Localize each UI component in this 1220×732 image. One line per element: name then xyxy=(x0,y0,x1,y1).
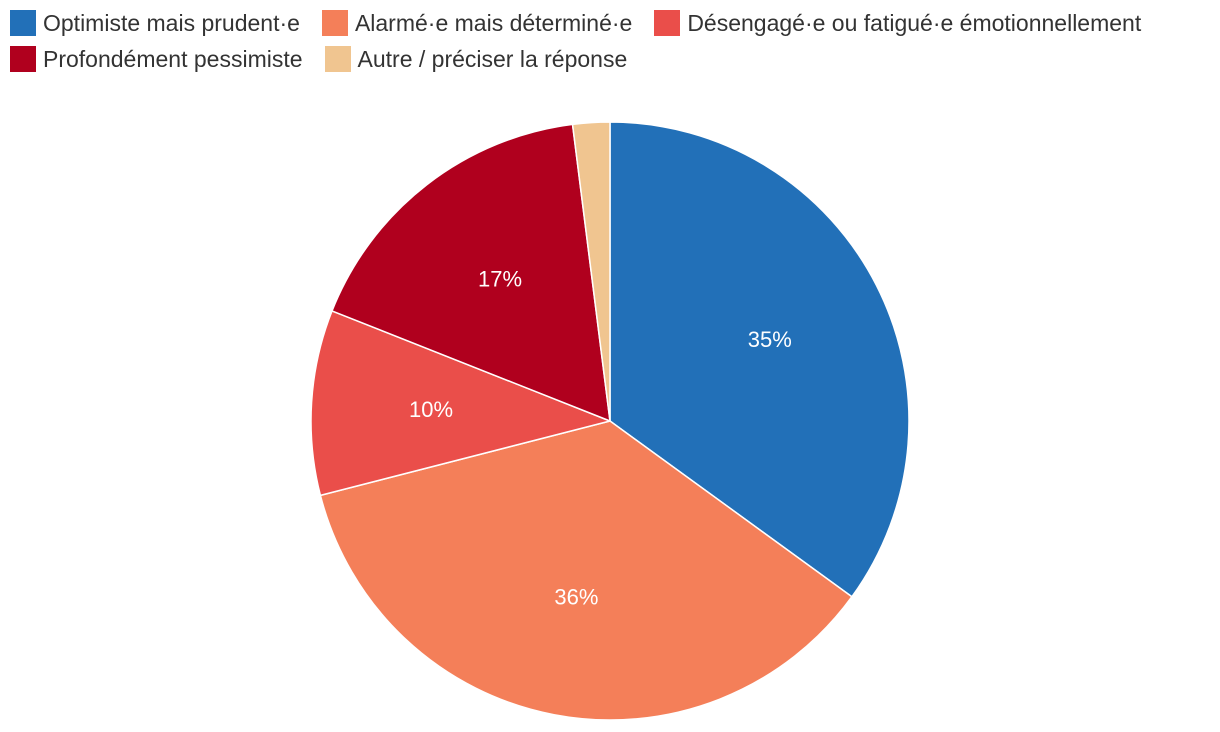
legend-label: Optimiste mais prudent·e xyxy=(43,9,300,36)
slice-label: 36% xyxy=(554,585,598,610)
slice-label: 17% xyxy=(478,267,522,292)
slice-label: 10% xyxy=(409,397,453,422)
legend-label: Autre / préciser la réponse xyxy=(357,45,628,72)
pie-slice[interactable] xyxy=(571,121,611,422)
legend-label: Désengagé·e ou fatigué·e émotionnellemen… xyxy=(687,9,1142,36)
legend-item[interactable]: Optimiste mais prudent·e xyxy=(10,10,300,36)
legend-label: Alarmé·e mais déterminé·e xyxy=(354,9,633,36)
legend: Optimiste mais prudent·e Alarmé·e mais dé… xyxy=(10,10,1210,72)
pie-slice[interactable] xyxy=(319,420,853,721)
legend-label: Profondément pessimiste xyxy=(43,45,303,72)
legend-swatch xyxy=(10,10,36,36)
legend-swatch xyxy=(321,10,348,36)
legend-item[interactable]: Profondément pessimiste xyxy=(10,46,303,72)
pie-slice[interactable] xyxy=(331,123,611,422)
legend-item[interactable]: Alarmé·e mais déterminé·e xyxy=(321,9,633,36)
legend-item[interactable]: Autre / préciser la réponse xyxy=(324,45,628,72)
legend-item[interactable]: Désengagé·e ou fatigué·e émotionnellemen… xyxy=(654,10,1141,36)
legend-swatch xyxy=(654,10,681,36)
slice-label: 35% xyxy=(748,327,792,352)
pie-slice[interactable] xyxy=(310,310,611,497)
pie-slice[interactable] xyxy=(609,121,910,598)
legend-swatch xyxy=(324,46,351,72)
legend-swatch xyxy=(10,46,36,72)
